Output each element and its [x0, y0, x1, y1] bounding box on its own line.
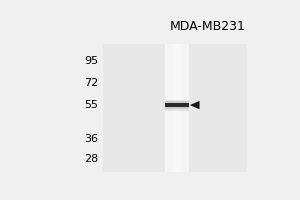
Bar	[173, 44, 181, 172]
Bar	[165, 44, 189, 172]
Polygon shape	[190, 101, 200, 109]
Text: 95: 95	[84, 56, 98, 66]
Text: 55: 55	[84, 100, 98, 110]
Bar	[165, 103, 189, 107]
Text: MDA-MB231: MDA-MB231	[169, 20, 245, 33]
Text: 72: 72	[84, 78, 98, 88]
Text: 36: 36	[84, 134, 98, 144]
Bar	[103, 44, 247, 172]
Text: 28: 28	[84, 154, 98, 164]
Bar	[165, 101, 189, 109]
Bar	[165, 100, 189, 111]
